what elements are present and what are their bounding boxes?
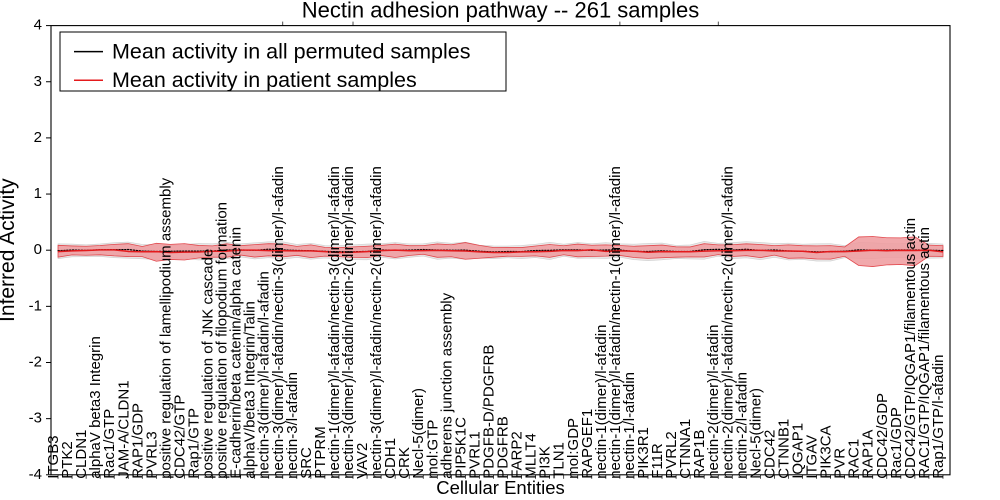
svg-text:-4: -4 bbox=[29, 466, 42, 483]
svg-text:Mean activity in patient sampl: Mean activity in patient samples bbox=[112, 68, 417, 92]
svg-text:0: 0 bbox=[34, 241, 42, 258]
svg-text:nectin-3(dimer)/l-afadin/necti: nectin-3(dimer)/l-afadin/nectin-2(dimer)… bbox=[340, 166, 357, 479]
svg-text:-2: -2 bbox=[29, 354, 42, 371]
svg-text:nectin-3(dimer)/l-afadin/necti: nectin-3(dimer)/l-afadin/nectin-2(dimer)… bbox=[368, 166, 385, 479]
svg-text:Inferred Activity: Inferred Activity bbox=[0, 178, 19, 322]
svg-text:-3: -3 bbox=[29, 410, 42, 427]
svg-text:4: 4 bbox=[34, 17, 42, 34]
svg-text:3: 3 bbox=[34, 73, 42, 90]
svg-text:Mean activity in all permuted: Mean activity in all permuted samples bbox=[112, 40, 471, 64]
svg-text:Cellular Entities: Cellular Entities bbox=[436, 477, 565, 498]
svg-text:-1: -1 bbox=[29, 297, 42, 314]
svg-text:Nectin adhesion pathway -- 261: Nectin adhesion pathway -- 261 samples bbox=[302, 0, 699, 23]
svg-text:2: 2 bbox=[34, 129, 42, 146]
svg-text:1: 1 bbox=[34, 185, 42, 202]
svg-text:Rap1/GTP/l-afadin: Rap1/GTP/l-afadin bbox=[930, 355, 947, 479]
